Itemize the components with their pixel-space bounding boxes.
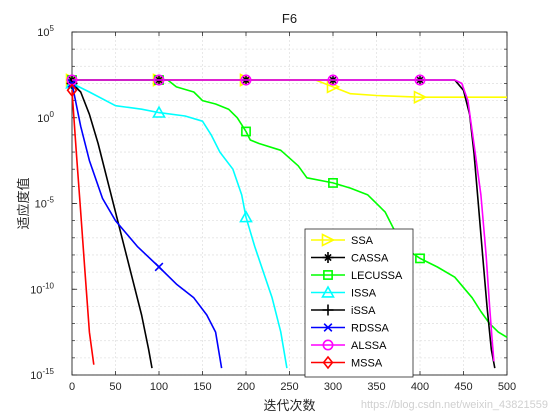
data-point-lecussa: [241, 126, 251, 137]
legend-label-issa: ISSA: [351, 288, 377, 300]
data-point-ssa: [413, 90, 428, 104]
series-rdssa: [67, 79, 223, 369]
watermark: https://blog.csdn.net/weixin_43821559: [361, 399, 548, 411]
legend-marker-ssa: [321, 233, 336, 247]
legend-label-cassa: CASSA: [351, 253, 389, 265]
y-tick-label: 10-5: [35, 196, 55, 211]
legend-marker-lecussa: [323, 270, 333, 280]
chart-title: F6: [282, 11, 297, 26]
x-tick-label: 50: [109, 381, 121, 393]
legend-entry-issa: ISSA: [311, 285, 377, 300]
series-mssa: [66, 83, 95, 365]
x-tick-label: 300: [324, 381, 342, 393]
legend-marker-alssa: [322, 339, 334, 351]
legend-entry-ssa: SSA: [311, 233, 374, 247]
axes: 0 50 100 150 200 250 300 350 400 450 500 105 100 10-5…: [30, 24, 516, 393]
legend-label-issa: iSSA: [351, 305, 376, 317]
legend-label-rdssa: RDSSA: [351, 323, 390, 335]
legend-entry-cassa: CASSA: [311, 252, 389, 265]
series-line-alssa: [72, 79, 495, 362]
data-point-mssa: [66, 83, 78, 98]
legend-entry-mssa: MSSA: [311, 355, 383, 370]
x-tick-label: 100: [150, 381, 168, 393]
x-tick-label: 500: [498, 381, 516, 393]
legend-marker-issa: [322, 304, 334, 316]
x-tick-label: 250: [280, 381, 298, 393]
legend-marker-issa: [321, 285, 335, 298]
legend: SSA CASSA LECUSSA ISSA iSSA RDSSA ALSSA MSSA: [304, 228, 414, 378]
data-point-rdssa: [67, 79, 77, 88]
data-point-alssa: [414, 74, 426, 86]
series-line-rdssa: [71, 83, 223, 369]
data-point-alssa: [327, 74, 339, 86]
y-tick-label: 105: [37, 24, 54, 39]
grid: [71, 31, 508, 376]
legend-box: [304, 228, 414, 378]
series-line-ssa: [72, 79, 507, 98]
x-tick-label: 400: [411, 381, 429, 393]
x-tick-label: 350: [367, 381, 385, 393]
legend-entry-alssa: ALSSA: [311, 339, 387, 352]
series-line-cassa: [72, 79, 496, 369]
series-line-mssa: [71, 90, 95, 365]
y-tick-label: 100: [37, 110, 54, 125]
legend-label-ssa: SSA: [351, 235, 374, 247]
series-line-lecussa: [72, 79, 508, 338]
legend-entry-issa: iSSA: [311, 304, 376, 317]
data-point-alssa: [240, 74, 252, 86]
legend-marker-mssa: [322, 355, 334, 370]
legend-label-lecussa: LECUSSA: [351, 270, 403, 282]
y-tick-label: 10-15: [30, 367, 54, 382]
data-point-issa: [239, 210, 253, 223]
legend-marker-rdssa: [323, 323, 333, 332]
x-tick-label: 450: [454, 381, 472, 393]
data-point-rdssa: [154, 262, 164, 272]
data-point-lecussa: [415, 253, 425, 264]
x-tick-label: 0: [69, 381, 75, 393]
legend-label-alssa: ALSSA: [351, 340, 387, 352]
series-line-issa: [71, 82, 288, 369]
x-tick-label: 200: [237, 381, 255, 393]
data-point-issa: [152, 105, 166, 118]
y-axis-label: 适应度值: [16, 177, 32, 229]
y-tick-label: 10-10: [30, 281, 54, 296]
data-point-alssa: [153, 74, 165, 86]
legend-marker-cassa: [322, 252, 334, 263]
series-alssa: [66, 74, 495, 362]
x-tick-label: 150: [193, 381, 211, 393]
series-layer: [65, 73, 508, 369]
legend-entry-lecussa: LECUSSA: [311, 270, 403, 282]
series-line-issa: [71, 82, 153, 369]
legend-entry-rdssa: RDSSA: [311, 323, 390, 335]
data-point-lecussa: [328, 177, 338, 188]
x-axis-label: 迭代次数: [263, 398, 315, 414]
legend-label-mssa: MSSA: [351, 358, 383, 370]
